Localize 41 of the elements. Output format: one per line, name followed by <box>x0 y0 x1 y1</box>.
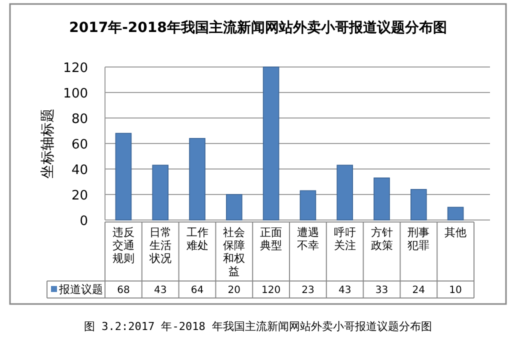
y-axis-title: 坐标轴标题 <box>40 108 56 178</box>
x-tick-label: 方针政策 <box>370 226 393 252</box>
bar <box>115 132 132 220</box>
y-tick-label: 20 <box>71 188 88 204</box>
x-tick-label: 工作难处 <box>186 226 208 252</box>
bar <box>152 164 168 220</box>
x-tick-label: 违反交通规则 <box>112 226 134 265</box>
caption: 图 3.2:2017 年-2018 年我国主流新闻网站外卖小哥报道议题分布图 <box>84 320 432 333</box>
y-tick-label: 80 <box>71 112 88 127</box>
x-tick-label: 日常生活状况 <box>148 226 172 265</box>
bar <box>226 194 242 220</box>
data-label: 33 <box>375 285 388 296</box>
data-label: 43 <box>154 285 167 296</box>
x-tick-label: 遭遇不幸 <box>296 226 319 252</box>
data-label: 24 <box>412 285 426 296</box>
x-tick-label: 正面典型 <box>260 226 282 252</box>
bar <box>262 66 280 220</box>
bar <box>336 164 353 220</box>
y-tick-label: 0 <box>80 214 88 229</box>
bar <box>300 190 316 220</box>
x-tick-label: 呼吁关注 <box>334 226 356 252</box>
bar <box>189 138 206 220</box>
x-tick-label: 其他 <box>444 226 467 239</box>
legend-label: 报道议题 <box>58 283 103 296</box>
data-label: 20 <box>228 285 241 296</box>
data-label: 23 <box>302 285 314 296</box>
bar <box>447 206 464 220</box>
data-label: 43 <box>338 285 352 296</box>
x-tick-label: 刑事犯罪 <box>408 226 430 252</box>
y-tick-label: 120 <box>63 61 88 76</box>
y-tick-label: 60 <box>71 138 88 152</box>
x-tick-label: 社会保障和权益 <box>223 226 246 278</box>
data-label: 64 <box>190 285 204 296</box>
data-label: 68 <box>117 285 130 296</box>
y-tick-label: 40 <box>71 163 88 178</box>
bar <box>410 189 427 220</box>
chart-title: 2017年-2018年我国主流新闻网站外卖小哥报道议题分布图 <box>69 19 447 36</box>
y-tick-label: 100 <box>63 86 88 102</box>
bar <box>374 178 390 220</box>
data-label: 120 <box>262 285 281 296</box>
data-label: 10 <box>449 285 462 296</box>
